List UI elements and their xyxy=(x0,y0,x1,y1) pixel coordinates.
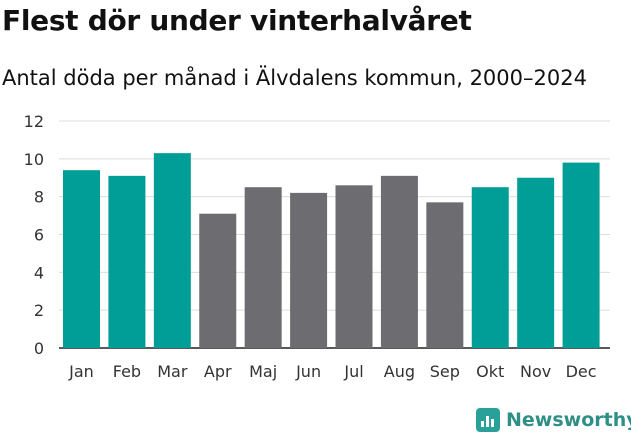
bar-aug xyxy=(380,175,418,348)
x-tick-label: Jun xyxy=(295,362,321,381)
x-tick-label: Aug xyxy=(384,362,415,381)
bar-jun xyxy=(290,192,328,348)
y-tick-label: 6 xyxy=(34,226,44,245)
y-tick-label: 4 xyxy=(34,263,44,282)
bar-maj xyxy=(244,187,282,348)
y-tick-label: 0 xyxy=(34,339,44,358)
bar-apr xyxy=(199,213,237,348)
chart-title: Flest dör under vinterhalvåret xyxy=(2,4,472,37)
y-tick-label: 12 xyxy=(24,112,44,131)
bar-jul xyxy=(335,185,373,348)
x-tick-label: Dec xyxy=(566,362,597,381)
bar-jan xyxy=(63,170,100,348)
x-tick-label: Feb xyxy=(113,362,141,381)
bars xyxy=(63,153,600,348)
y-axis-ticks: 0 2 4 6 8 10 12 xyxy=(24,112,44,358)
y-tick-label: 8 xyxy=(34,188,44,207)
chart-subtitle: Antal döda per månad i Älvdalens kommun,… xyxy=(2,66,587,90)
newsworthy-logo-text: Newsworthy xyxy=(506,409,631,431)
bar-dec xyxy=(562,162,600,348)
newsworthy-logo: Newsworthy xyxy=(476,408,631,432)
bar-mar xyxy=(153,153,191,348)
y-tick-label: 10 xyxy=(24,150,44,169)
bar-nov xyxy=(517,177,555,348)
x-tick-label: Nov xyxy=(520,362,551,381)
bar-feb xyxy=(108,175,146,348)
x-axis-ticks: Jan Feb Mar Apr Maj Jun Jul Aug Sep Okt Nov Dec xyxy=(68,362,596,381)
x-tick-label: Okt xyxy=(476,362,504,381)
x-tick-label: Sep xyxy=(430,362,460,381)
bar-sep xyxy=(426,202,464,348)
y-tick-label: 2 xyxy=(34,301,44,320)
bar-okt xyxy=(471,187,509,348)
x-tick-label: Apr xyxy=(204,362,232,381)
x-tick-label: Maj xyxy=(249,362,277,381)
newsworthy-logo-icon xyxy=(476,408,500,432)
x-tick-label: Jan xyxy=(68,362,94,381)
x-tick-label: Mar xyxy=(157,362,188,381)
x-tick-label: Jul xyxy=(343,362,363,381)
